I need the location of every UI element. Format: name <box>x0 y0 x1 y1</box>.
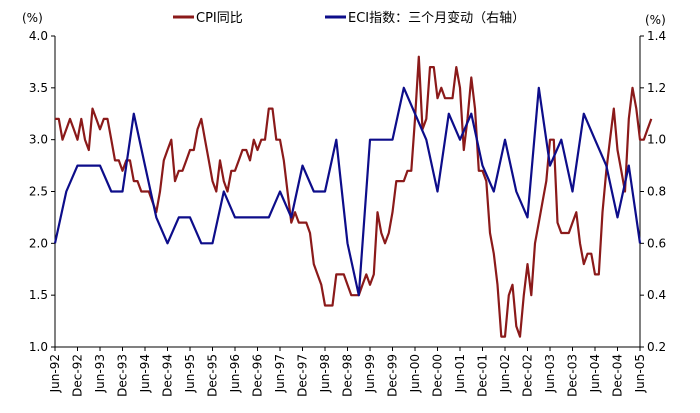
x-tick-label: Dec-98 <box>341 354 355 397</box>
x-tick-label: Jun-05 <box>633 354 647 393</box>
y-left-tick-label: 4.0 <box>29 29 48 43</box>
y-right-unit-label: (%) <box>645 13 666 27</box>
x-axis-labels: Jun-92 Dec-92 Jun-93 Dec-93 Jun-94 Dec-94 Jun-… <box>48 354 647 397</box>
axes <box>51 35 644 351</box>
x-tick-label: Jun-01 <box>453 354 467 393</box>
y-right-tick-label: 0.6 <box>647 236 666 250</box>
x-tick-label: Jun-96 <box>228 354 242 393</box>
y-right-tick-label: 0.4 <box>647 288 666 302</box>
y-left-tick-label: 2.5 <box>29 185 48 199</box>
y-left-tick-label: 3.0 <box>29 133 48 147</box>
x-tick-label: Jun-93 <box>93 354 107 393</box>
x-tick-label: Dec-92 <box>71 354 85 397</box>
x-tick-label: Dec-93 <box>116 354 130 397</box>
y-right-tick-label: 0.2 <box>647 340 666 354</box>
cpi-yoy-line <box>55 55 653 338</box>
x-tick-label: Dec-95 <box>206 354 220 397</box>
legend-label-eci: ECI指数：三个月变动（右轴） <box>348 10 525 26</box>
x-tick-label: Jun-00 <box>408 354 422 393</box>
x-tick-label: Jun-03 <box>543 354 557 393</box>
x-tick-label: Dec-03 <box>566 354 580 397</box>
series-lines <box>53 55 653 338</box>
x-tick-label: Dec-94 <box>161 354 175 397</box>
y-right-tick-label: 1.2 <box>647 81 666 95</box>
y-left-tick-label: 1.5 <box>29 288 48 302</box>
y-left-unit-label: (%) <box>22 11 43 25</box>
y-axis-left-labels: 1.0 1.5 2.0 2.5 3.0 3.5 4.0 <box>29 29 48 354</box>
x-tick-label: Dec-04 <box>611 354 625 397</box>
y-left-tick-label: 1.0 <box>29 340 48 354</box>
x-tick-label: Jun-98 <box>318 354 332 393</box>
y-right-tick-label: 0.8 <box>647 185 666 199</box>
x-tick-label: Jun-04 <box>588 354 602 393</box>
x-tick-label: Dec-97 <box>296 354 310 397</box>
y-right-tick-label: 1.0 <box>647 133 666 147</box>
legend-label-cpi: CPI同比 <box>196 11 243 26</box>
x-tick-label: Jun-92 <box>48 354 62 393</box>
x-tick-label: Dec-96 <box>251 354 265 397</box>
x-tick-label: Jun-99 <box>363 354 377 393</box>
x-tick-label: Dec-99 <box>386 354 400 397</box>
x-tick-label: Jun-95 <box>183 354 197 393</box>
x-tick-label: Dec-00 <box>431 354 445 397</box>
x-tick-label: Jun-94 <box>138 354 152 393</box>
x-tick-label: Jun-97 <box>273 354 287 393</box>
x-tick-label: Dec-02 <box>521 354 535 397</box>
y-left-tick-label: 3.5 <box>29 81 48 95</box>
x-tick-label: Dec-01 <box>476 354 490 397</box>
x-tick-label: Jun-02 <box>498 354 512 393</box>
legend: CPI同比 ECI指数：三个月变动（右轴） <box>173 10 525 26</box>
eci-three-month-change-line <box>53 86 642 297</box>
y-left-tick-label: 2.0 <box>29 236 48 250</box>
y-axis-right-labels: 0.2 0.4 0.6 0.8 1.0 1.2 1.4 <box>647 29 666 354</box>
y-right-tick-label: 1.4 <box>647 29 666 43</box>
